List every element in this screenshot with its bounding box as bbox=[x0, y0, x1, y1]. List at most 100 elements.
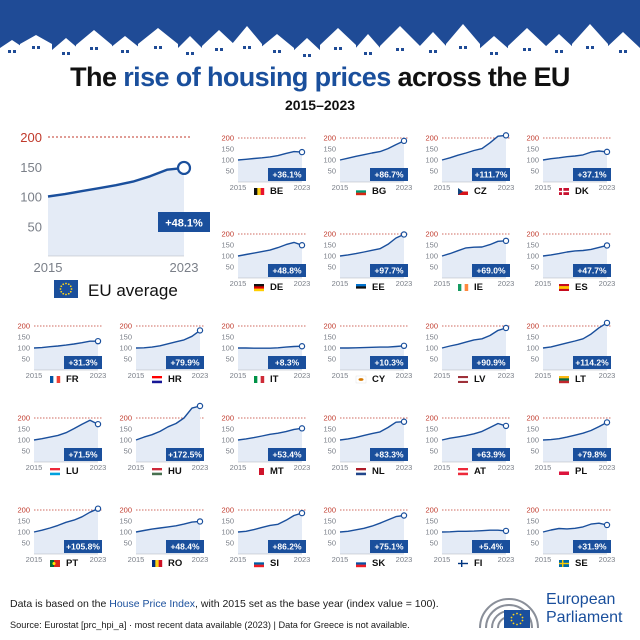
end-point bbox=[603, 419, 611, 426]
house-window bbox=[273, 50, 276, 53]
y-tick-label: 200 bbox=[119, 506, 132, 515]
series-line bbox=[542, 421, 608, 441]
page-subtitle: 2015–2023 bbox=[284, 97, 356, 113]
change-label: +83.3% bbox=[374, 450, 404, 460]
eu-flag-icon bbox=[54, 280, 78, 298]
series-line bbox=[339, 233, 405, 257]
flag-lu-icon bbox=[50, 468, 60, 476]
y-tick-label: 50 bbox=[531, 355, 539, 364]
x-tick-label: 2015 bbox=[230, 555, 247, 564]
change-badge bbox=[472, 356, 510, 369]
change-label: +53.4% bbox=[272, 450, 302, 460]
eu-star bbox=[62, 292, 65, 295]
y-tick-label: 100 bbox=[425, 252, 438, 261]
house-window bbox=[334, 47, 337, 50]
y-tick-label: 200 bbox=[119, 322, 132, 331]
chart-cy: 50 100 150 200 2015 2023 +10.3% CY bbox=[323, 322, 412, 385]
house-shape bbox=[320, 28, 356, 60]
flag-hu-icon bbox=[152, 468, 162, 476]
y-tick-label: 200 bbox=[323, 134, 336, 143]
house-window bbox=[303, 54, 306, 57]
x-tick-label: 2023 bbox=[396, 555, 413, 564]
change-label: +63.9% bbox=[476, 450, 506, 460]
house-shape bbox=[572, 24, 608, 60]
y-tick-label: 200 bbox=[323, 414, 336, 423]
series-line bbox=[339, 514, 405, 533]
y-tick-label: 50 bbox=[328, 263, 336, 272]
change-badge bbox=[472, 540, 510, 553]
chart-ro: 50 100 150 200 2015 2023 +48.4% RO bbox=[119, 506, 208, 569]
house-window bbox=[90, 47, 93, 50]
y-tick-label: 200 bbox=[221, 322, 234, 331]
x-tick-label: 2023 bbox=[192, 371, 209, 380]
y-tick-label: 100 bbox=[425, 436, 438, 445]
eu-star bbox=[65, 293, 67, 296]
house-window bbox=[308, 54, 311, 57]
x-tick-label: 2015 bbox=[434, 371, 451, 380]
series-line bbox=[238, 345, 303, 349]
y-tick-label: 50 bbox=[328, 355, 336, 364]
change-badge bbox=[573, 540, 611, 553]
house-window bbox=[186, 52, 189, 55]
house-window bbox=[95, 47, 98, 50]
chart-ee: 50 100 150 200 2015 2023 +97.7% EE bbox=[323, 230, 412, 293]
y-tick-label: 200 bbox=[526, 230, 539, 239]
house-window bbox=[464, 46, 467, 49]
x-tick-label: 2023 bbox=[498, 279, 515, 288]
y-tick-label: 50 bbox=[328, 539, 336, 548]
series-line bbox=[135, 329, 201, 349]
country-label: CZ bbox=[474, 186, 487, 197]
change-label: +111.7% bbox=[475, 170, 508, 180]
x-tick-label: 2023 bbox=[599, 279, 616, 288]
x-tick-label: 2023 bbox=[498, 183, 515, 192]
x-tick-label: 2023 bbox=[396, 463, 413, 472]
european-parliament-logo: European Parliament bbox=[476, 586, 636, 636]
x-tick-label: 2015 bbox=[128, 463, 145, 472]
flag-sk-icon bbox=[356, 560, 366, 568]
y-tick-label: 50 bbox=[430, 539, 438, 548]
flag-es-icon bbox=[559, 284, 569, 291]
x-tick-label: 2023 bbox=[498, 555, 515, 564]
chart-se: 50 100 150 200 2015 2023 +31.9% SE bbox=[526, 506, 615, 569]
house-shape bbox=[508, 28, 546, 60]
end-point bbox=[94, 505, 102, 512]
change-badge bbox=[472, 168, 510, 181]
house-window bbox=[624, 50, 627, 53]
x-tick-label: 2023 bbox=[599, 555, 616, 564]
y-tick-label: 150 bbox=[221, 517, 234, 526]
y-tick-label: 50 bbox=[430, 355, 438, 364]
change-badge bbox=[573, 168, 611, 181]
y-tick-label: 50 bbox=[430, 447, 438, 456]
y-tick-label: 50 bbox=[124, 447, 132, 456]
y-tick-label: 150 bbox=[526, 333, 539, 342]
country-label: EE bbox=[372, 282, 385, 293]
change-label: +37.1% bbox=[577, 170, 607, 180]
house-price-index-link[interactable]: House Price Index bbox=[109, 598, 196, 610]
house-window bbox=[591, 46, 594, 49]
series-line bbox=[441, 422, 507, 441]
y-tick-label: 100 bbox=[221, 528, 234, 537]
house-window bbox=[191, 52, 194, 55]
house-window bbox=[619, 50, 622, 53]
change-label: +36.1% bbox=[272, 170, 302, 180]
y-tick-label: 150 bbox=[323, 145, 336, 154]
change-badge bbox=[268, 540, 306, 553]
change-label: +8.3% bbox=[275, 358, 300, 368]
y-tick-label: 50 bbox=[226, 263, 234, 272]
y-tick-label: 100 bbox=[119, 528, 132, 537]
y-tick-label: 200 bbox=[526, 322, 539, 331]
y-tick-label: 200 bbox=[221, 134, 234, 143]
chart-si: 50 100 150 200 2015 2023 +86.2% SI bbox=[221, 506, 310, 569]
y-tick-label: 50 bbox=[430, 167, 438, 176]
house-shape bbox=[380, 26, 420, 60]
y-tick-label: 100 bbox=[425, 528, 438, 537]
y-tick-label: 100 bbox=[526, 344, 539, 353]
series-line bbox=[237, 512, 303, 533]
change-badge bbox=[166, 540, 204, 553]
houses-banner bbox=[0, 0, 640, 60]
house-window bbox=[364, 52, 367, 55]
logo-line-european: European bbox=[546, 591, 616, 608]
x-tick-label: 2015 bbox=[26, 463, 43, 472]
house-window bbox=[555, 50, 558, 53]
chart-es: 50 100 150 200 2015 2023 +47.7% ES bbox=[526, 230, 615, 293]
